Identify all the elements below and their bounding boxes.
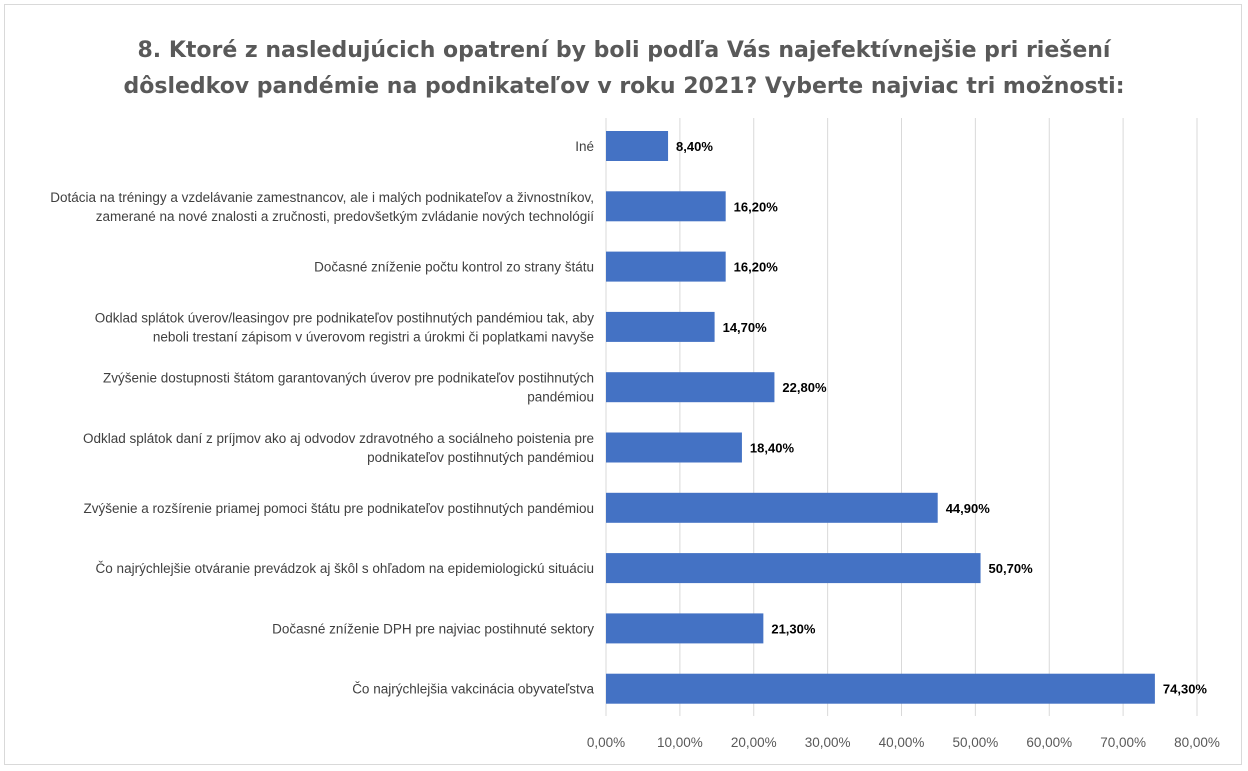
data-label: 74,30% [1163, 682, 1208, 697]
category-label: Dotácia na tréningy a vzdelávanie zamest… [50, 190, 594, 224]
x-tick-label: 40,00% [879, 735, 925, 750]
category-label: Zvýšenie a rozšírenie priamej pomoci štá… [84, 501, 594, 516]
category-label-line: Odklad splátok úverov/leasingov pre podn… [95, 310, 594, 325]
data-label: 16,20% [734, 199, 779, 214]
category-labels: Iné Dotácia na tréningy a vzdelávanie zam… [50, 139, 594, 697]
data-label: 44,90% [946, 501, 991, 516]
category-label-line: Dočasné zníženie DPH pre najviac postihn… [272, 621, 594, 636]
category-label: Čo najrýchlejšie otváranie prevádzok aj … [96, 561, 594, 576]
category-label-line: Čo najrýchlejšie otváranie prevádzok aj … [96, 561, 594, 576]
x-tick-label: 80,00% [1174, 735, 1220, 750]
category-label: Dočasné zníženie počtu kontrol zo strany… [314, 260, 594, 275]
category-label: Čo najrýchlejšia vakcinácia obyvateľstva [352, 682, 594, 697]
data-label: 22,80% [782, 380, 827, 395]
category-label: Odklad splátok daní z príjmov ako aj odv… [83, 431, 594, 465]
bars [606, 131, 1155, 704]
category-label-line: neboli trestaní zápisom v úverovom regis… [153, 329, 594, 344]
category-label-line: Dotácia na tréningy a vzdelávanie zamest… [50, 190, 594, 205]
x-tick-label: 60,00% [1026, 735, 1072, 750]
data-label: 18,40% [750, 441, 795, 456]
data-label: 14,70% [723, 320, 768, 335]
category-label: Odklad splátok úverov/leasingov pre podn… [95, 310, 594, 344]
data-label: 21,30% [771, 621, 816, 636]
x-tick-label: 50,00% [952, 735, 998, 750]
bar [606, 613, 764, 644]
bar [606, 372, 775, 403]
data-label: 16,20% [734, 260, 779, 275]
data-labels: 8,40% 16,20% 16,20% 14,70% 22,80% 18,40% 44,90… [676, 139, 1207, 697]
category-label-line: Zvýšenie a rozšírenie priamej pomoci štá… [84, 501, 594, 516]
category-label-line: zamerané na nové znalosti a zručnosti, p… [96, 209, 595, 224]
x-axis-ticks: 0,00% 10,00% 20,00% 30,00% 40,00% 50,00% 60,00… [587, 735, 1220, 750]
category-label: Dočasné zníženie DPH pre najviac postihn… [272, 621, 594, 636]
bar [606, 131, 669, 161]
category-label: Zvýšenie dostupnosti štátom garantovanýc… [103, 371, 594, 405]
category-label-line: Iné [575, 139, 594, 154]
category-label-line: Zvýšenie dostupnosti štátom garantovanýc… [103, 371, 594, 386]
chart-title: 8. Ktoré z nasledujúcich opatrení by bol… [5, 33, 1243, 105]
x-tick-label: 20,00% [731, 735, 777, 750]
category-label-line: Odklad splátok daní z príjmov ako aj odv… [83, 431, 594, 446]
x-tick-label: 30,00% [805, 735, 851, 750]
chart-title-line-1: 8. Ktoré z nasledujúcich opatrení by bol… [137, 38, 1111, 63]
bar [606, 673, 1155, 704]
x-tick-label: 10,00% [657, 735, 703, 750]
category-label-line: pandémiou [527, 390, 594, 405]
bar [606, 311, 715, 342]
data-label: 50,70% [989, 561, 1034, 576]
chart-title-line-2: dôsledkov pandémie na podnikateľov v rok… [123, 74, 1125, 99]
bar [606, 432, 742, 463]
category-label-line: podnikateľov postihnutých pandémiou [367, 450, 594, 465]
bar [606, 251, 726, 282]
bar [606, 553, 981, 584]
data-label: 8,40% [676, 139, 713, 154]
x-tick-label: 0,00% [587, 735, 625, 750]
category-label-line: Dočasné zníženie počtu kontrol zo strany… [314, 260, 594, 275]
x-tick-label: 70,00% [1100, 735, 1146, 750]
bar [606, 191, 726, 222]
category-label: Iné [575, 139, 594, 154]
category-label-line: Čo najrýchlejšia vakcinácia obyvateľstva [352, 682, 594, 697]
bar [606, 492, 938, 523]
